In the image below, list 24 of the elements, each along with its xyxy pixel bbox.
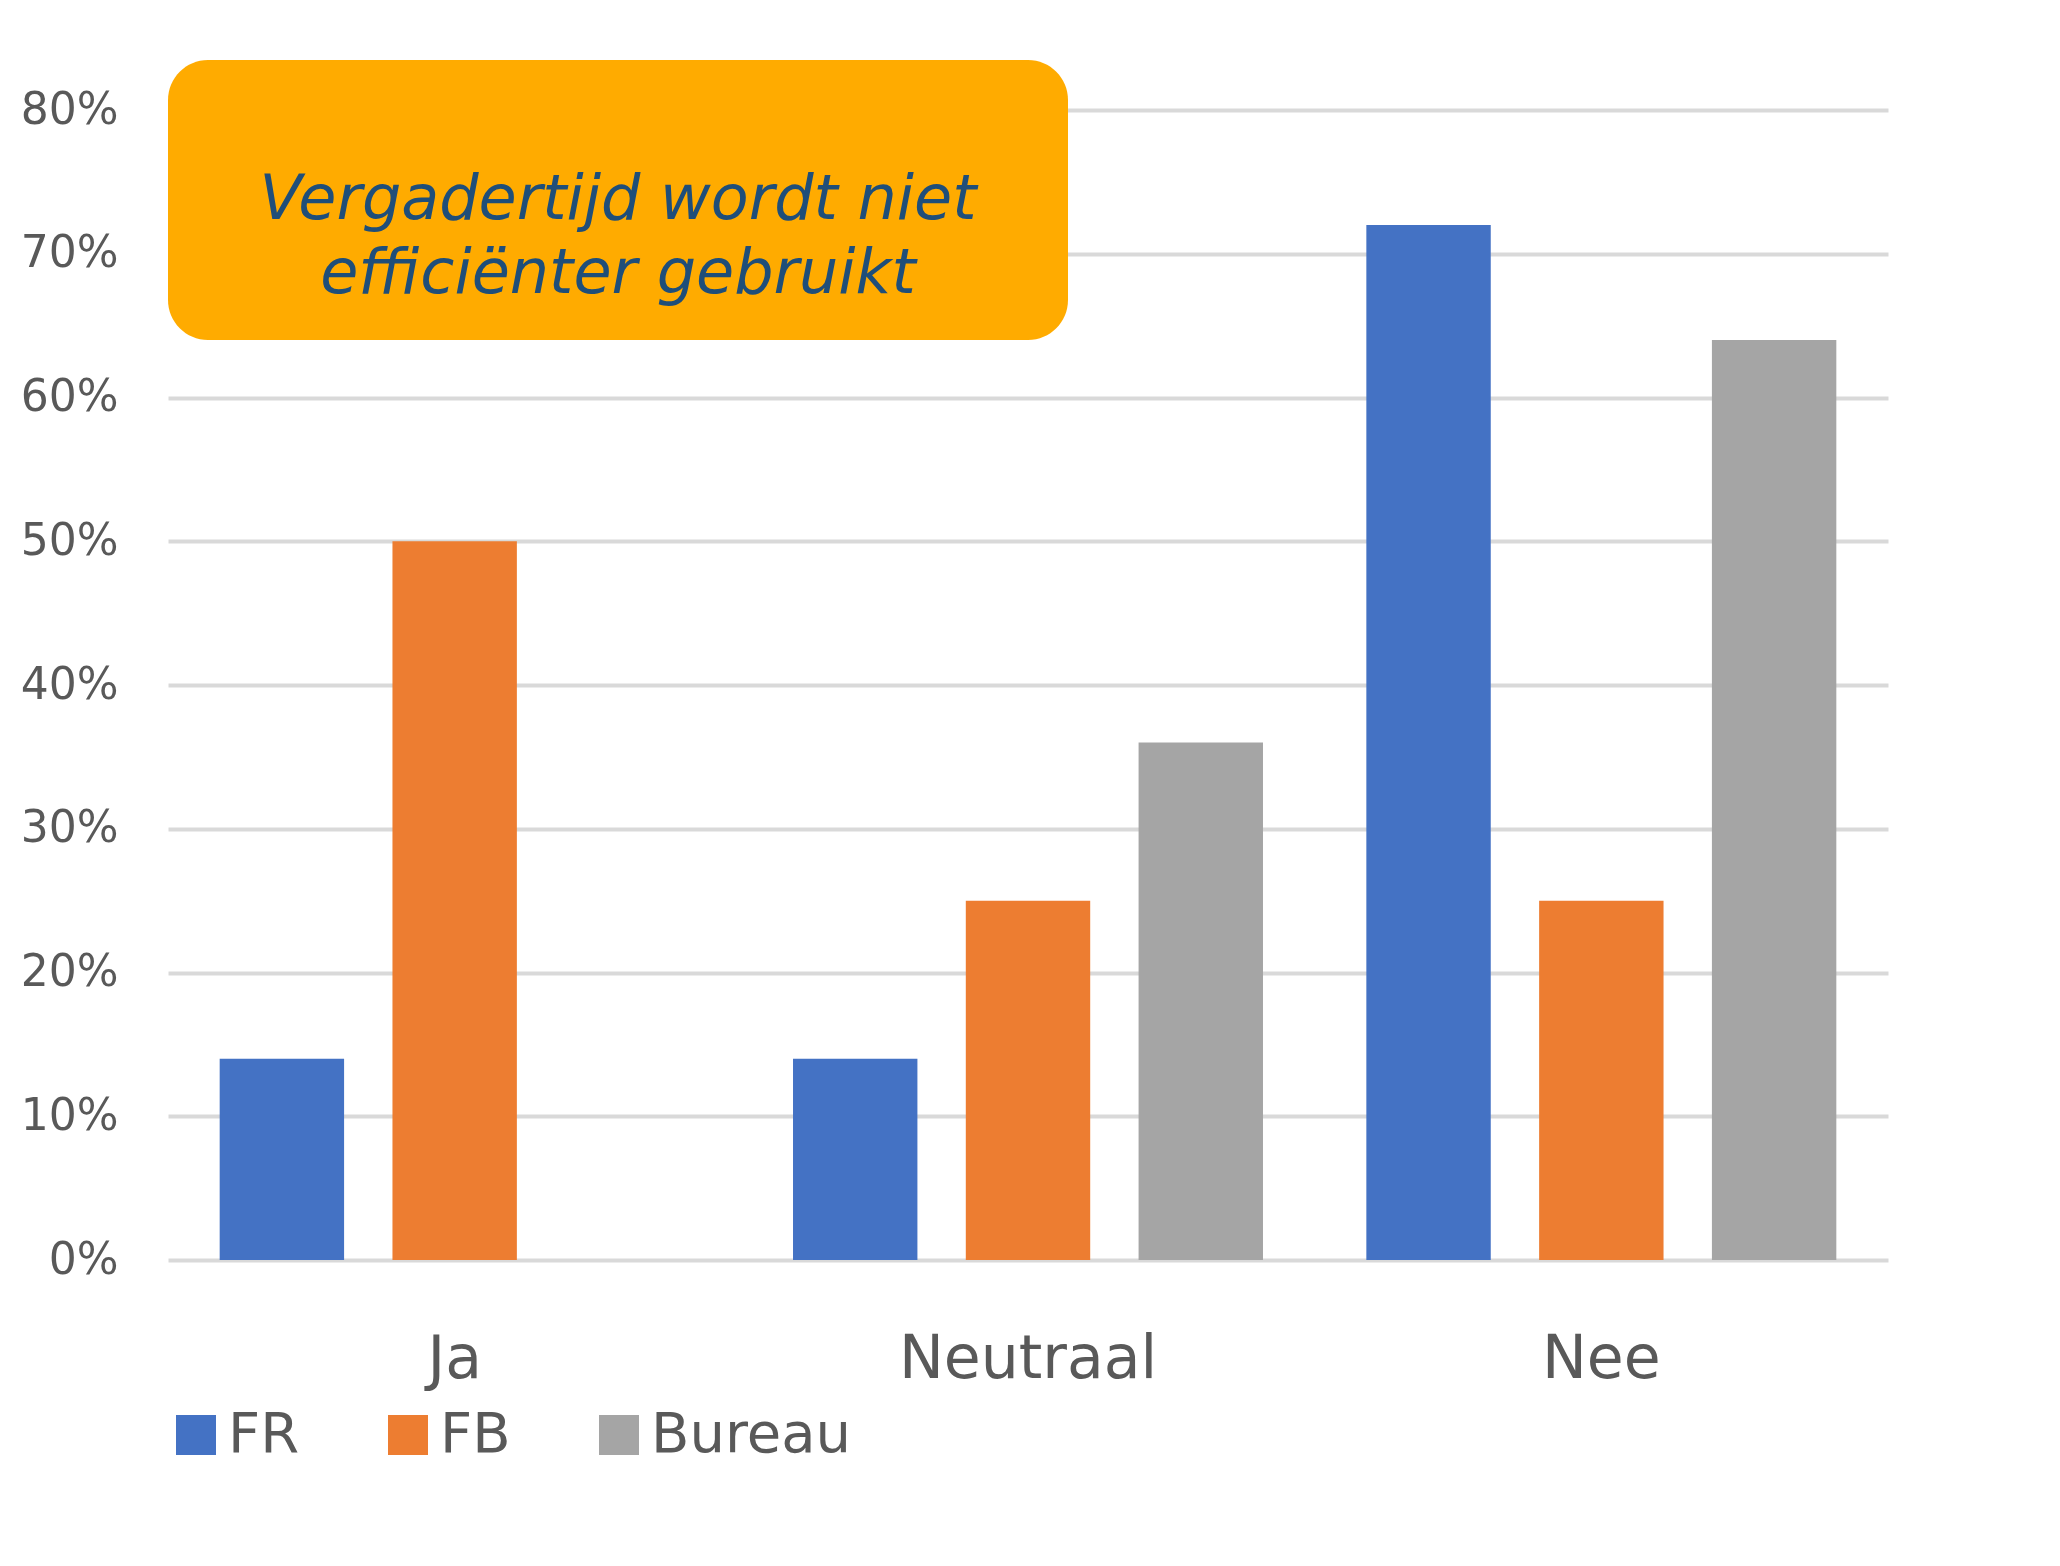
y-tick-label: 10% xyxy=(20,1088,119,1140)
legend-label: FR xyxy=(228,1400,300,1465)
legend-label: FB xyxy=(440,1400,511,1465)
bar xyxy=(1366,225,1491,1260)
bar xyxy=(219,1058,345,1260)
y-tick-label: 40% xyxy=(20,657,119,709)
y-tick-label: 50% xyxy=(20,513,119,565)
y-tick-label: 80% xyxy=(20,82,119,134)
y-tick-label: 60% xyxy=(20,370,119,421)
bar xyxy=(1138,742,1263,1260)
y-tick-label: 20% xyxy=(20,945,119,996)
bar xyxy=(1539,900,1664,1260)
x-tick-label: Nee xyxy=(1541,1321,1661,1392)
x-tick-label: Ja xyxy=(423,1321,482,1392)
bar xyxy=(965,900,1091,1260)
y-tick-label: 30% xyxy=(20,801,119,853)
bar xyxy=(793,1058,918,1260)
x-tick-label: Neutraal xyxy=(898,1321,1158,1392)
bar xyxy=(392,541,517,1260)
y-tick-label: 70% xyxy=(20,226,119,278)
annotation: Vergadertijd wordt niet efficiënter gebruikt xyxy=(259,161,980,308)
bar xyxy=(1711,340,1837,1260)
legend-label: Bureau xyxy=(651,1400,851,1465)
y-tick-label: 0% xyxy=(48,1232,119,1284)
